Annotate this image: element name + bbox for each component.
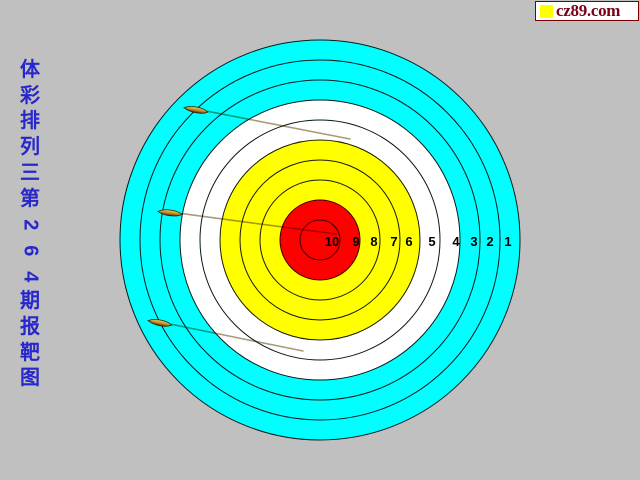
svg-text:5: 5: [428, 234, 435, 249]
svg-text:8: 8: [370, 234, 377, 249]
svg-text:6: 6: [405, 234, 412, 249]
svg-text:7: 7: [390, 234, 397, 249]
svg-text:9: 9: [352, 234, 359, 249]
svg-text:4: 4: [452, 234, 460, 249]
svg-text:1: 1: [504, 234, 511, 249]
svg-text:2: 2: [486, 234, 493, 249]
svg-text:10: 10: [325, 234, 339, 249]
svg-text:3: 3: [470, 234, 477, 249]
